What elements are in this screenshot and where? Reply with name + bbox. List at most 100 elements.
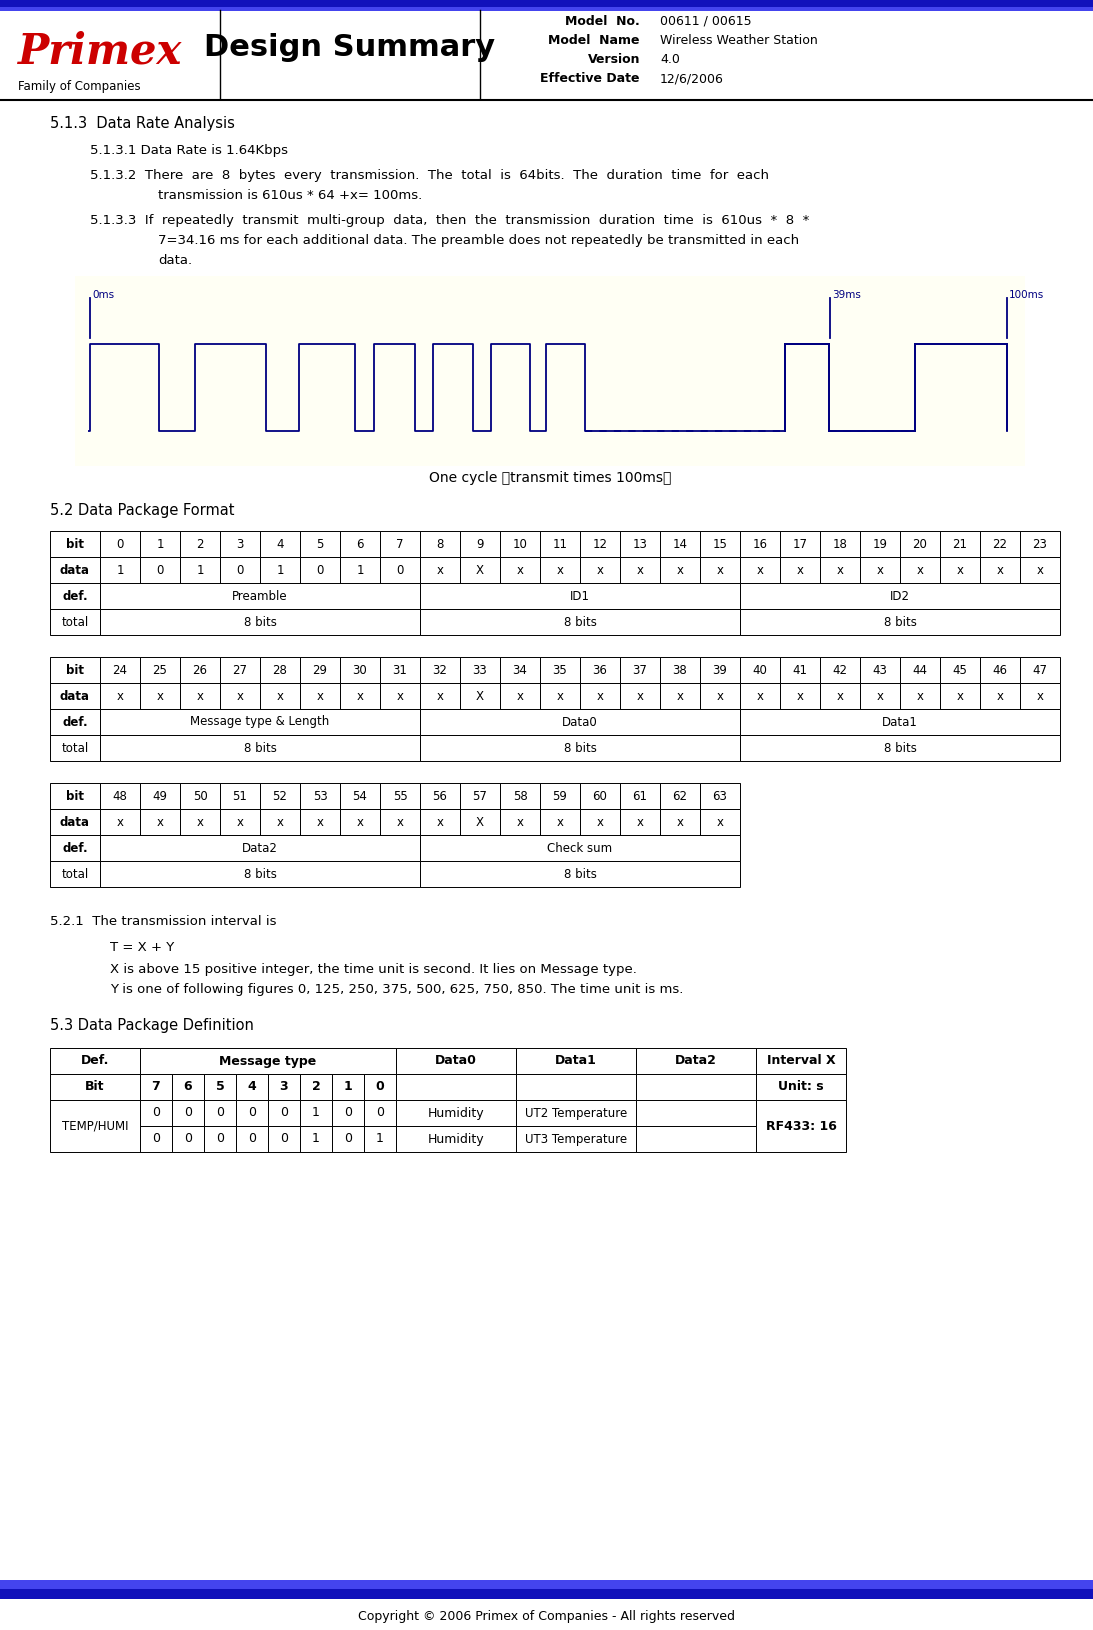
Bar bbox=[756, 1100, 846, 1152]
Bar bbox=[900, 683, 940, 709]
Bar bbox=[172, 1074, 204, 1100]
Bar bbox=[50, 531, 99, 557]
Bar bbox=[0, 7, 1093, 11]
Bar bbox=[700, 657, 740, 683]
Bar bbox=[220, 657, 260, 683]
Text: 7=34.16 ms for each additional data. The preamble does not repeatedly be transmi: 7=34.16 ms for each additional data. The… bbox=[158, 235, 799, 248]
Bar bbox=[460, 657, 500, 683]
Text: 0: 0 bbox=[316, 564, 324, 577]
Text: Check sum: Check sum bbox=[548, 841, 612, 854]
Text: 5: 5 bbox=[316, 538, 324, 551]
Bar bbox=[460, 683, 500, 709]
Text: One cycle （transmit times 100ms）: One cycle （transmit times 100ms） bbox=[428, 471, 671, 486]
Bar bbox=[420, 610, 740, 636]
Text: 26: 26 bbox=[192, 663, 208, 676]
Text: Data0: Data0 bbox=[435, 1055, 477, 1068]
Text: Effective Date: Effective Date bbox=[541, 72, 640, 85]
Bar bbox=[50, 557, 99, 584]
Bar bbox=[580, 557, 620, 584]
Bar bbox=[900, 657, 940, 683]
Bar bbox=[220, 557, 260, 584]
Text: x: x bbox=[556, 815, 564, 828]
Text: Message type & Length: Message type & Length bbox=[190, 716, 330, 729]
Text: Data2: Data2 bbox=[242, 841, 278, 854]
Text: 8 bits: 8 bits bbox=[244, 867, 277, 880]
Bar bbox=[620, 683, 660, 709]
Bar bbox=[140, 1126, 172, 1152]
Bar bbox=[50, 683, 99, 709]
Text: 2: 2 bbox=[312, 1081, 320, 1094]
Text: 27: 27 bbox=[233, 663, 247, 676]
Text: 40: 40 bbox=[753, 663, 767, 676]
Text: data: data bbox=[60, 815, 90, 828]
Bar bbox=[50, 610, 99, 636]
Text: 0: 0 bbox=[280, 1133, 287, 1146]
Bar bbox=[140, 808, 180, 835]
Bar bbox=[740, 610, 1060, 636]
Text: transmission is 610us * 64 +x= 100ms.: transmission is 610us * 64 +x= 100ms. bbox=[158, 189, 422, 202]
Bar bbox=[180, 808, 220, 835]
Text: 48: 48 bbox=[113, 789, 128, 802]
Text: x: x bbox=[236, 689, 244, 703]
Bar bbox=[740, 683, 780, 709]
Bar bbox=[540, 782, 580, 808]
Bar bbox=[820, 683, 860, 709]
Text: 36: 36 bbox=[592, 663, 608, 676]
Bar bbox=[660, 782, 700, 808]
Text: Humidity: Humidity bbox=[427, 1107, 484, 1120]
Text: 2: 2 bbox=[197, 538, 203, 551]
Text: x: x bbox=[156, 689, 164, 703]
Bar bbox=[540, 531, 580, 557]
Text: x: x bbox=[236, 815, 244, 828]
Bar bbox=[756, 1048, 846, 1074]
Text: x: x bbox=[197, 689, 203, 703]
Text: x: x bbox=[917, 689, 924, 703]
Bar bbox=[500, 557, 540, 584]
Bar bbox=[180, 657, 220, 683]
Text: x: x bbox=[836, 689, 844, 703]
Text: 29: 29 bbox=[313, 663, 328, 676]
Text: Model  No.: Model No. bbox=[565, 15, 640, 28]
Bar bbox=[636, 1126, 756, 1152]
Bar bbox=[340, 657, 380, 683]
Text: 32: 32 bbox=[433, 663, 447, 676]
Bar bbox=[380, 683, 420, 709]
Text: 0ms: 0ms bbox=[92, 290, 114, 300]
Bar bbox=[740, 735, 1060, 761]
Text: data: data bbox=[60, 564, 90, 577]
Bar bbox=[660, 531, 700, 557]
Bar bbox=[332, 1074, 364, 1100]
Text: 60: 60 bbox=[592, 789, 608, 802]
Bar bbox=[220, 808, 260, 835]
Text: T = X + Y: T = X + Y bbox=[110, 941, 174, 954]
Text: 1: 1 bbox=[376, 1133, 384, 1146]
Bar bbox=[900, 557, 940, 584]
Bar bbox=[620, 657, 660, 683]
Bar bbox=[460, 557, 500, 584]
Text: Family of Companies: Family of Companies bbox=[17, 80, 141, 93]
Text: 8 bits: 8 bits bbox=[564, 867, 597, 880]
Text: Message type: Message type bbox=[220, 1055, 317, 1068]
Text: 5.1.3.1 Data Rate is 1.64Kbps: 5.1.3.1 Data Rate is 1.64Kbps bbox=[90, 143, 287, 156]
Bar bbox=[516, 1100, 636, 1126]
Bar bbox=[299, 808, 340, 835]
Text: 41: 41 bbox=[792, 663, 808, 676]
Text: 0: 0 bbox=[344, 1133, 352, 1146]
Text: 8 bits: 8 bits bbox=[244, 742, 277, 755]
Text: 55: 55 bbox=[392, 789, 408, 802]
Text: x: x bbox=[597, 815, 603, 828]
Bar bbox=[260, 531, 299, 557]
Text: 0: 0 bbox=[376, 1081, 385, 1094]
Text: 16: 16 bbox=[752, 538, 767, 551]
Bar bbox=[380, 808, 420, 835]
Text: 43: 43 bbox=[872, 663, 888, 676]
Text: 1: 1 bbox=[197, 564, 203, 577]
Bar bbox=[50, 584, 99, 610]
Text: 59: 59 bbox=[553, 789, 567, 802]
Text: 53: 53 bbox=[313, 789, 328, 802]
Bar bbox=[364, 1074, 396, 1100]
Bar bbox=[1020, 531, 1060, 557]
Bar bbox=[420, 782, 460, 808]
Text: 5.1.3  Data Rate Analysis: 5.1.3 Data Rate Analysis bbox=[50, 116, 235, 130]
Bar bbox=[260, 557, 299, 584]
